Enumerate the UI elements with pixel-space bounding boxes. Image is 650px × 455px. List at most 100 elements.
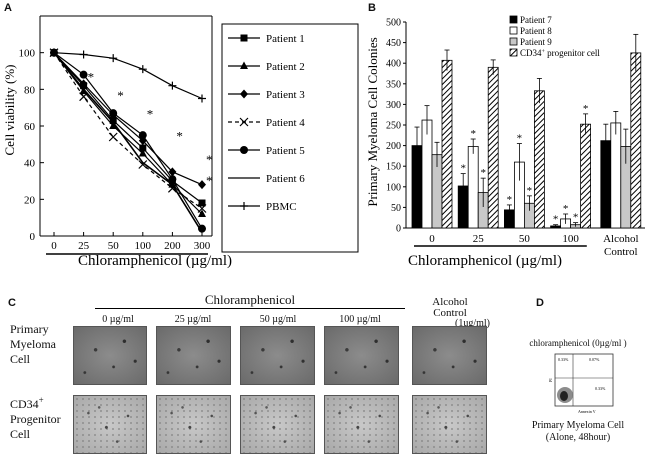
panel-label-d: D [536, 297, 544, 309]
b-y-tick-label: 300 [386, 100, 401, 111]
a-series-line [53, 52, 203, 209]
a-series-line [53, 52, 203, 233]
a-significance-star: * [206, 152, 213, 167]
b-legend-label: Patient 9 [520, 37, 552, 47]
b-y-tick-label: 50 [391, 203, 401, 214]
a-data-point [109, 109, 118, 118]
a-legend-label: Patient 2 [266, 61, 305, 73]
b-y-tick-label: 150 [386, 162, 401, 173]
a-data-point [139, 144, 147, 152]
d-q-ul: 0.33% [558, 357, 569, 362]
c-col-100: 100 µg/ml [339, 314, 381, 325]
a-x-tick-label: 0 [51, 240, 57, 252]
a-data-point [198, 224, 206, 233]
b-significance-star: * [527, 185, 533, 197]
b-bar [421, 119, 433, 229]
d-axis-y: PI [548, 378, 553, 382]
d-caption-2: (Alone, 48hour) [545, 432, 611, 443]
a-data-point [168, 81, 177, 90]
b-bar [441, 59, 453, 229]
a-data-point [79, 92, 89, 102]
d-q-lr: 0.33% [595, 386, 606, 391]
a-significance-star: * [206, 173, 213, 188]
a-series-line [53, 52, 203, 215]
b-x-axis-label: Chloramphenicol (µg/ml) [408, 253, 562, 269]
micrograph-myeloma-0 [73, 326, 147, 385]
b-y-tick-label: 0 [396, 224, 401, 235]
a-y-tick-label: 60 [24, 121, 36, 133]
b-y-tick-label: 200 [386, 141, 401, 152]
a-series-line [53, 52, 203, 186]
a-data-point [168, 167, 177, 177]
b-y-tick-label: 450 [386, 38, 401, 49]
a-legend-marker [240, 89, 248, 99]
b-bar [630, 52, 642, 229]
c-col-25: 25 µg/ml [174, 314, 212, 325]
b-significance-star: * [573, 212, 579, 224]
a-data-point [79, 70, 88, 79]
a-legend-label: PBMC [266, 201, 297, 213]
b-legend-label: CD34+ progenitor cell [520, 48, 600, 58]
panel-label-b: B [368, 2, 376, 14]
a-data-point [198, 209, 206, 217]
micrograph-myeloma-100 [324, 326, 399, 385]
b-significance-star: * [553, 214, 559, 226]
c-row2-sup: + [38, 395, 44, 405]
a-data-point [167, 183, 177, 193]
a-legend-box [221, 23, 359, 253]
a-legend-marker [240, 202, 248, 210]
b-bar [580, 123, 592, 229]
c-title: Chloramphenicol [204, 292, 296, 307]
a-data-point [79, 50, 88, 59]
a-significance-star: * [117, 88, 124, 103]
a-x-axis-label: Chloramphenicol (µg/ml) [78, 253, 232, 269]
a-y-tick-label: 0 [30, 231, 36, 243]
b-significance-star: * [517, 133, 523, 145]
b-bar [533, 90, 545, 229]
a-data-point [138, 65, 147, 74]
viability-line-chart: Cell viability (%) Chloramphenicol (µg/m… [2, 15, 359, 269]
d-caption-1: Primary Myeloma Cell [531, 420, 625, 431]
a-x-tick-label: 100 [135, 240, 152, 252]
a-significance-star: * [88, 70, 95, 85]
b-y-axis-label: Primary Myeloma Cell Colonies [365, 37, 380, 206]
d-title: chloramphenicol (0µg/ml ) [529, 338, 627, 348]
b-x-tick-label: 25 [473, 233, 485, 245]
b-y-tick-label: 400 [386, 59, 401, 70]
colonies-bar-chart: Primary Myeloma Cell Colonies Chloramphe… [365, 15, 645, 269]
a-data-point [138, 149, 147, 157]
b-y-tick-label: 250 [386, 121, 401, 132]
b-significance-star: * [480, 167, 486, 179]
a-legend-label: Patient 3 [266, 89, 305, 101]
panel-label-c: C [8, 297, 16, 309]
a-legend-marker [239, 117, 249, 127]
a-data-point [50, 48, 58, 57]
a-legend-label: Patient 5 [266, 145, 305, 157]
b-significance-star: * [563, 203, 569, 215]
a-data-point [138, 160, 148, 169]
d-cell-core [560, 391, 568, 401]
b-x-tick-label: 0 [429, 233, 435, 245]
c-row2-label: CD34+ Progenitor Cell [10, 393, 72, 442]
a-series-line [53, 52, 203, 204]
a-y-tick-label: 20 [24, 194, 36, 206]
a-legend-marker [240, 146, 248, 154]
micrograph-cd34-25 [156, 395, 231, 454]
c-title-rule [95, 308, 405, 309]
a-significance-star: * [147, 106, 154, 121]
micrograph-cd34-50 [240, 395, 315, 454]
b-y-tick-label: 500 [386, 18, 401, 29]
d-caption: Primary Myeloma Cell (Alone, 48hour) [508, 420, 648, 444]
d-axis-x: Annexin V [578, 409, 596, 414]
b-legend-swatch [509, 26, 518, 35]
a-series-line [53, 52, 203, 100]
a-y-tick-label: 80 [24, 84, 36, 96]
d-q-ur: 0.07% [589, 357, 600, 362]
flow-cytometry-plot: 0.33% 0.07% 0.33% Annexin V PI [548, 353, 614, 414]
b-legend-swatch [509, 48, 518, 57]
a-legend-label: Patient 4 [266, 117, 305, 129]
a-x-tick-label: 200 [164, 240, 181, 252]
b-significance-star: * [583, 103, 589, 115]
c-col-50: 50 µg/ml [259, 314, 297, 325]
a-y-axis-label: Cell viability (%) [2, 65, 17, 156]
